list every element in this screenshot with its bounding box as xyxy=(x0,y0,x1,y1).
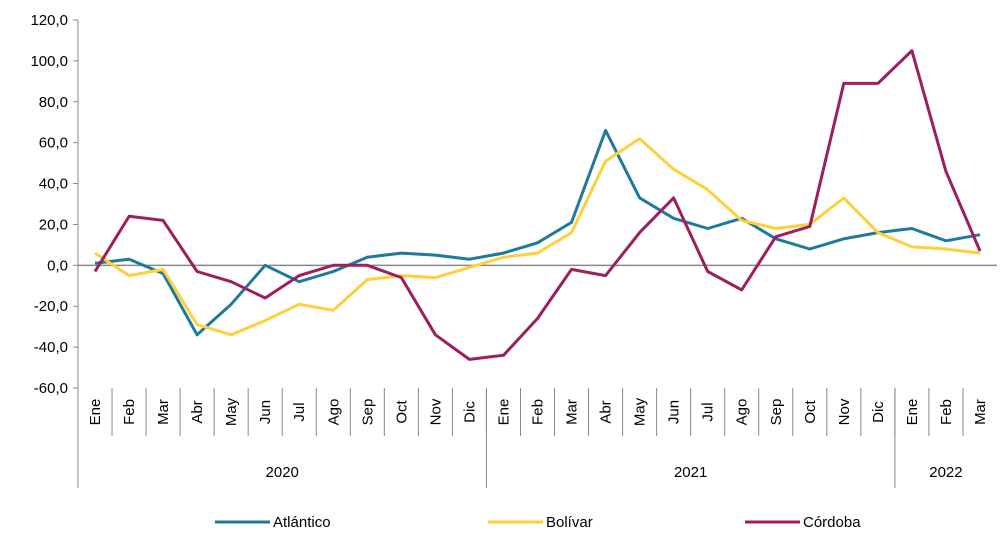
y-tick-label: 60,0 xyxy=(39,135,68,152)
legend-label: Bolívar xyxy=(546,514,593,531)
x-tick-label: Nov xyxy=(427,398,444,425)
x-tick-label: Ago xyxy=(734,399,751,426)
x-tick-label: Feb xyxy=(530,399,547,425)
legend-label: Córdoba xyxy=(803,514,861,531)
group-label: 2022 xyxy=(929,464,962,481)
x-tick-label: Oct xyxy=(802,400,819,424)
x-tick-label: Jul xyxy=(700,402,717,421)
x-tick-label: Abr xyxy=(598,400,615,423)
x-tick-label: May xyxy=(632,397,649,426)
x-tick-label: Mar xyxy=(155,399,172,425)
y-tick-label: -20,0 xyxy=(34,298,68,315)
x-tick-label: Ene xyxy=(495,399,512,426)
x-tick-label: Sep xyxy=(359,399,376,426)
x-tick-label: Nov xyxy=(836,398,853,425)
x-tick-label: Jul xyxy=(291,402,308,421)
x-tick-label: Sep xyxy=(768,399,785,426)
x-tick-label: Jun xyxy=(257,400,274,424)
series-line xyxy=(94,128,981,337)
y-tick-label: 0,0 xyxy=(47,257,68,274)
y-tick-label: -40,0 xyxy=(34,339,68,356)
x-tick-label: Mar xyxy=(564,399,581,425)
x-tick-label: Feb xyxy=(938,399,955,425)
group-label: 2021 xyxy=(674,464,707,481)
y-tick-label: 20,0 xyxy=(39,216,68,233)
series-line xyxy=(94,137,981,337)
y-tick-label: 100,0 xyxy=(30,53,68,70)
group-label: 2020 xyxy=(266,464,299,481)
legend-label: Atlántico xyxy=(273,514,331,531)
x-tick-label: Abr xyxy=(189,400,206,423)
x-tick-label: Feb xyxy=(121,399,138,425)
y-tick-label: -60,0 xyxy=(34,380,68,397)
y-tick-label: 80,0 xyxy=(39,94,68,111)
series-line xyxy=(93,49,982,361)
x-tick-label: Ene xyxy=(87,399,104,426)
y-tick-label: 40,0 xyxy=(39,176,68,193)
x-tick-label: May xyxy=(223,397,240,426)
x-tick-label: Oct xyxy=(393,400,410,424)
x-tick-label: Jun xyxy=(666,400,683,424)
x-tick-label: Ene xyxy=(904,399,921,426)
x-tick-label: Ago xyxy=(325,399,342,426)
x-tick-label: Dic xyxy=(870,401,887,423)
x-tick-label: Dic xyxy=(461,401,478,423)
x-tick-label: Mar xyxy=(972,399,989,425)
y-tick-label: 120,0 xyxy=(30,12,68,29)
